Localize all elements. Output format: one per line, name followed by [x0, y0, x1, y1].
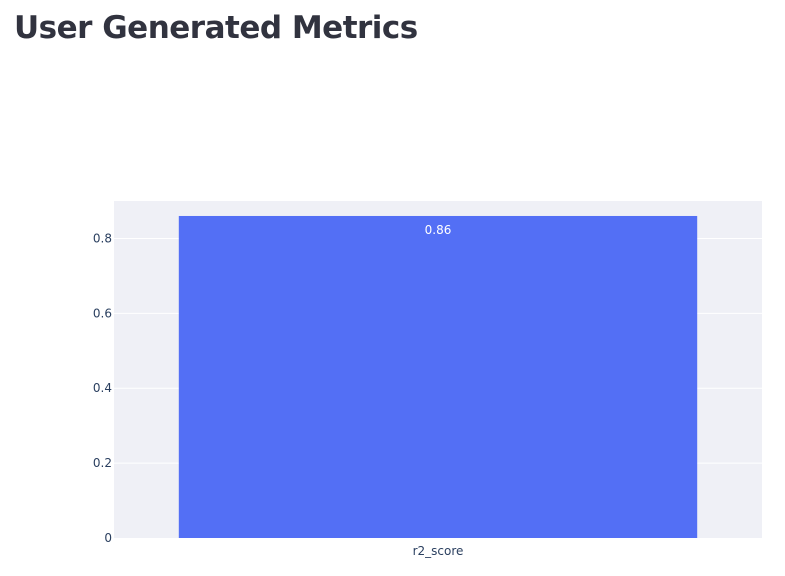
y-tick-label: 0.8 [93, 231, 112, 245]
y-tick-labels: 0 0.2 0.4 0.6 0.8 [93, 231, 112, 545]
page-title: User Generated Metrics [14, 10, 418, 46]
data-label: 0.86 [425, 223, 452, 237]
bars [178, 215, 698, 538]
y-tick-label: 0.4 [93, 381, 112, 395]
y-tick-label: 0.2 [93, 456, 112, 470]
x-tick-label: r2_score [413, 544, 464, 558]
bar[interactable] [178, 215, 698, 538]
data-labels: 0.86 [425, 223, 452, 237]
y-tick-label: 0 [104, 531, 112, 545]
y-tick-label: 0.6 [93, 306, 112, 320]
x-tick-labels: r2_score [413, 544, 464, 558]
